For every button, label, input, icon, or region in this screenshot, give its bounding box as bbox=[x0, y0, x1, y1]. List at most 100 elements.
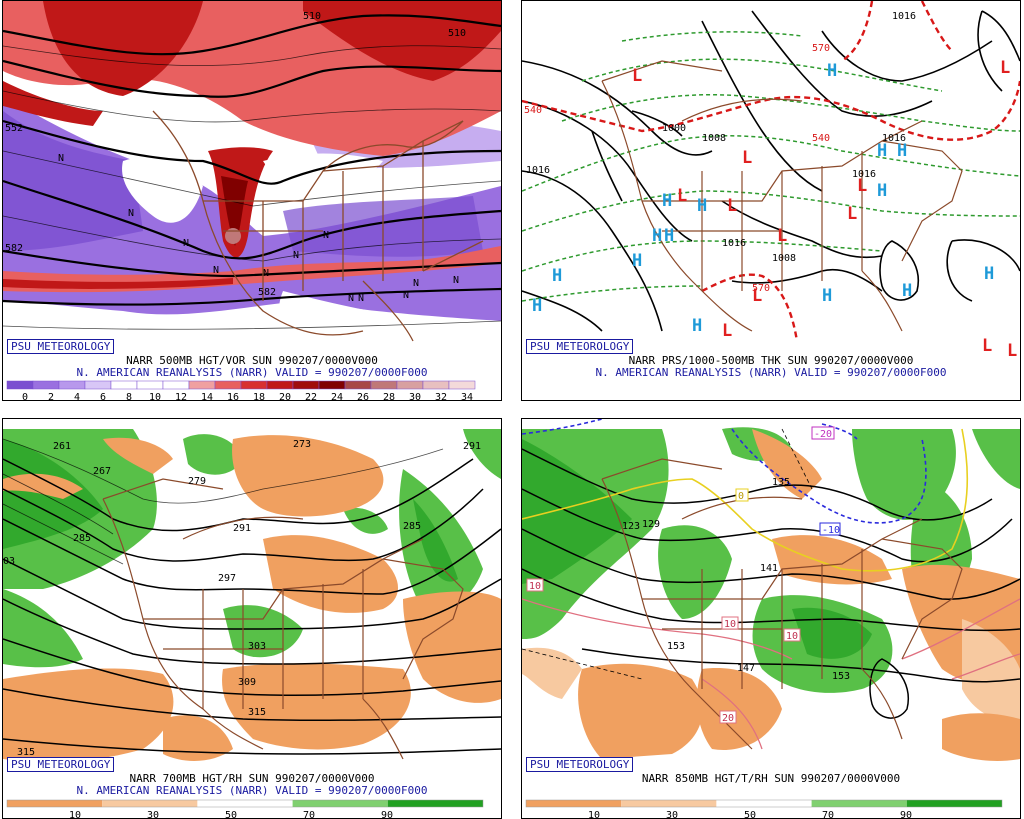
temp-label: 10 bbox=[786, 631, 798, 642]
legend-tick-label: 2 bbox=[48, 392, 54, 401]
legend-tick-label: 18 bbox=[253, 392, 265, 401]
thickness-label: 570 bbox=[752, 283, 770, 294]
legend-tick-label: 4 bbox=[74, 392, 80, 401]
valid-time-caption: N. AMERICAN REANALYSIS (NARR) VALID = 99… bbox=[595, 366, 947, 379]
legend-tick-label: 90 bbox=[900, 810, 912, 819]
isobar-label: 1016 bbox=[882, 133, 906, 144]
contour-label: 291 bbox=[233, 523, 251, 534]
legend-swatch bbox=[422, 380, 450, 390]
legend-tick-label: 14 bbox=[201, 392, 213, 401]
contour-label: 510 bbox=[303, 11, 321, 22]
rh-color-legend: 10 30 50 70 90 bbox=[522, 798, 1020, 819]
legend-tick-label: 8 bbox=[126, 392, 132, 401]
isobar-label: 1016 bbox=[722, 238, 746, 249]
isobar-label: 1008 bbox=[702, 133, 726, 144]
temp-label: 10 bbox=[529, 581, 541, 592]
contour-label: 309 bbox=[238, 677, 256, 688]
low-pressure-marker: L bbox=[727, 196, 737, 216]
legend-swatch bbox=[292, 800, 388, 807]
valid-time-caption: N. AMERICAN REANALYSIS (NARR) VALID = 99… bbox=[76, 366, 428, 379]
high-pressure-marker: H bbox=[664, 226, 674, 246]
vorticity-minimum-marker: N bbox=[58, 153, 64, 164]
temp-label: 10 bbox=[724, 619, 736, 630]
legend-tick-label: 28 bbox=[383, 392, 395, 401]
vorticity-minimum-marker: N bbox=[453, 275, 459, 286]
map-caption: NARR 500MB HGT/VOR SUN 990207/0000V000 bbox=[126, 354, 378, 367]
thickness-label: 570 bbox=[812, 43, 830, 54]
legend-swatch bbox=[6, 380, 34, 390]
legend-swatch bbox=[526, 800, 622, 807]
contour-label: 153 bbox=[832, 671, 850, 682]
psu-meteorology-badge: PSU METEOROLOGY bbox=[7, 757, 115, 772]
high-pressure-marker: H bbox=[877, 181, 887, 201]
panel-mslp-thickness: 1016 570 540 1000 1008 1016 1016 1008 54… bbox=[521, 0, 1021, 401]
legend-swatch bbox=[188, 380, 216, 390]
vorticity-minimum-marker: N bbox=[293, 250, 299, 261]
contour-label: 267 bbox=[93, 466, 111, 477]
high-pressure-marker: H bbox=[827, 61, 837, 81]
contour-label: 273 bbox=[293, 439, 311, 450]
legend-swatch bbox=[318, 380, 346, 390]
vorticity-minimum-marker: N bbox=[323, 230, 329, 241]
legend-tick-label: 20 bbox=[279, 392, 291, 401]
low-pressure-marker: L bbox=[752, 286, 762, 306]
thickness-label: 540 bbox=[524, 105, 542, 116]
legend-swatch bbox=[58, 380, 86, 390]
vorticity-minimum-marker: N bbox=[128, 208, 134, 219]
high-pressure-marker: H bbox=[532, 296, 542, 316]
legend-tick-label: 6 bbox=[100, 392, 106, 401]
isobar-label: 1016 bbox=[892, 11, 916, 22]
contour-label: 285 bbox=[73, 533, 91, 544]
legend-swatch bbox=[292, 380, 320, 390]
temp-label: -20 bbox=[814, 429, 832, 440]
isobar-label: 1016 bbox=[852, 169, 876, 180]
vorticity-color-legend: 0 2 4 6 8 10 12 14 16 18 20 22 24 26 28 30 32 34 bbox=[3, 380, 501, 401]
contour-label: 315 bbox=[17, 747, 35, 758]
legend-tick-label: 70 bbox=[822, 810, 834, 819]
contour-label: 582 bbox=[5, 243, 23, 254]
legend-swatch bbox=[214, 380, 242, 390]
contour-label: 123 bbox=[622, 521, 640, 532]
contour-label: 582 bbox=[258, 287, 276, 298]
isobar-label: 1008 bbox=[772, 253, 796, 264]
legend-tick-label: 26 bbox=[357, 392, 369, 401]
low-pressure-marker: L bbox=[1000, 58, 1010, 78]
legend-tick-label: 90 bbox=[381, 810, 393, 819]
legend-tick-label: 32 bbox=[435, 392, 447, 401]
contour-label: 261 bbox=[53, 441, 71, 452]
legend-tick-label: 70 bbox=[303, 810, 315, 819]
legend-swatch bbox=[162, 380, 190, 390]
psu-meteorology-badge: PSU METEOROLOGY bbox=[526, 757, 634, 772]
legend-tick-label: 10 bbox=[69, 810, 81, 819]
legend-bar: 0 2 4 6 8 10 12 14 16 18 20 22 24 26 28 30 32 34 bbox=[6, 380, 476, 401]
low-pressure-marker: L bbox=[677, 186, 687, 206]
legend-tick-label: 30 bbox=[147, 810, 159, 819]
vorticity-minimum-marker: N bbox=[403, 290, 409, 301]
high-pressure-marker: H bbox=[652, 226, 662, 246]
legend-swatch bbox=[102, 800, 198, 807]
legend-swatch bbox=[906, 800, 1002, 807]
legend-swatch bbox=[136, 380, 164, 390]
legend-swatch bbox=[84, 380, 112, 390]
high-pressure-marker: H bbox=[692, 316, 702, 336]
contour-label: 129 bbox=[642, 519, 660, 530]
legend-tick-label: 24 bbox=[331, 392, 343, 401]
high-pressure-marker: H bbox=[984, 264, 994, 284]
low-pressure-marker: L bbox=[1007, 341, 1017, 356]
legend-swatch bbox=[716, 800, 812, 807]
contour-label: 285 bbox=[403, 521, 421, 532]
low-pressure-marker: L bbox=[847, 204, 857, 224]
legend-swatch bbox=[387, 800, 483, 807]
contour-label: 552 bbox=[5, 123, 23, 134]
legend-swatch bbox=[240, 380, 268, 390]
panel-850mb-temp-rh: 10 10 10 20 -20 -10 0 135 123 141 147 15… bbox=[521, 418, 1021, 819]
legend-swatch bbox=[621, 800, 717, 807]
high-pressure-marker: H bbox=[822, 286, 832, 306]
legend-swatch bbox=[396, 380, 424, 390]
legend-tick-label: 50 bbox=[225, 810, 237, 819]
isobar-label: 1000 bbox=[662, 123, 686, 134]
legend-tick-label: 10 bbox=[149, 392, 161, 401]
temp-label: 20 bbox=[722, 713, 734, 724]
